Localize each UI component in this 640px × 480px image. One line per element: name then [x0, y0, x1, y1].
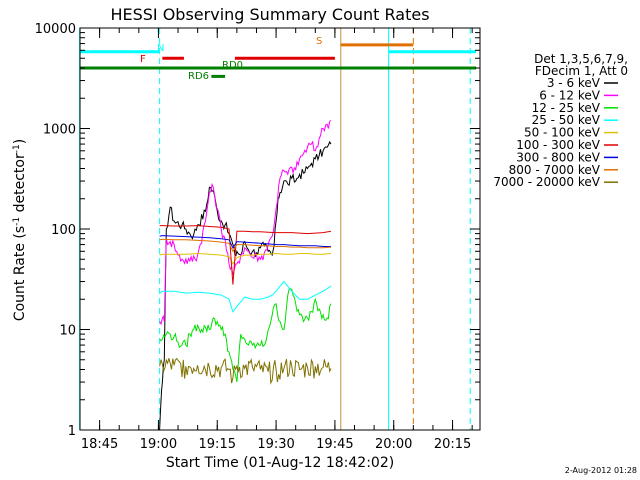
annotation-f: F: [140, 54, 146, 65]
series-25-50-kev: [159, 280, 332, 313]
y-tick-label: 100: [51, 223, 76, 238]
axes: 1 10 100 1000 10000 18:45 19:00 19:15 19:30 19:45…: [35, 22, 480, 452]
y-tick-label: 1: [68, 424, 76, 439]
legend-label-6: 300 - 800 keV: [516, 150, 600, 164]
legend-label-3: 25 - 50 keV: [532, 113, 601, 127]
y-tick-label: 10000: [35, 22, 76, 37]
legend: Det 1,3,5,6,7,9,FDecim 1, Att 03 - 6 keV…: [493, 52, 628, 189]
series-7000-20000-kev: [159, 357, 332, 385]
x-tick-label: 19:15: [199, 437, 236, 452]
series-800-7000-kev: [159, 238, 332, 253]
plot-area: NF RD0 RD6 S: [79, 28, 477, 431]
annotation-rd6: RD6: [188, 71, 209, 82]
y-axis-label: Count Rate (s-1 detector-1): [12, 139, 28, 321]
y-tick-label: 1000: [43, 123, 76, 138]
x-tick-label: 19:00: [140, 437, 177, 452]
x-tick-label: 18:45: [81, 437, 118, 452]
legend-label-1: 6 - 12 keV: [539, 88, 601, 102]
legend-label-4: 50 - 100 keV: [524, 126, 601, 140]
legend-label-0: 3 - 6 keV: [547, 76, 601, 90]
legend-label-8: 7000 - 20000 keV: [493, 175, 600, 189]
series-6-12-kev: [159, 120, 332, 326]
y-tick-label: 10: [59, 324, 76, 339]
chart-title: HESSI Observing Summary Count Rates: [110, 5, 429, 24]
annotation-n: N: [157, 43, 164, 54]
annotation-rd0: RD0: [222, 60, 243, 71]
x-tick-label: 20:00: [375, 437, 412, 452]
legend-header-1: FDecim 1, Att 0: [535, 64, 628, 78]
series-300-800-kev: [159, 235, 331, 249]
annotation-s: S: [316, 36, 322, 47]
series-100-300-kev: [159, 225, 332, 285]
x-tick-label: 19:30: [257, 437, 294, 452]
x-axis-label: Start Time (01-Aug-12 18:42:02): [166, 455, 394, 471]
x-tick-label: 19:45: [316, 437, 353, 452]
legend-label-7: 800 - 7000 keV: [509, 163, 601, 177]
legend-label-2: 12 - 25 keV: [532, 101, 601, 115]
footer-date-stamp: 2-Aug-2012 01:28: [565, 466, 637, 475]
series-12-25-kev: [159, 288, 332, 383]
legend-label-5: 100 - 300 keV: [516, 138, 600, 152]
x-tick-label: 20:15: [434, 437, 471, 452]
legend-header-0: Det 1,3,5,6,7,9,: [534, 52, 628, 66]
series-50-100-kev: [159, 252, 332, 265]
